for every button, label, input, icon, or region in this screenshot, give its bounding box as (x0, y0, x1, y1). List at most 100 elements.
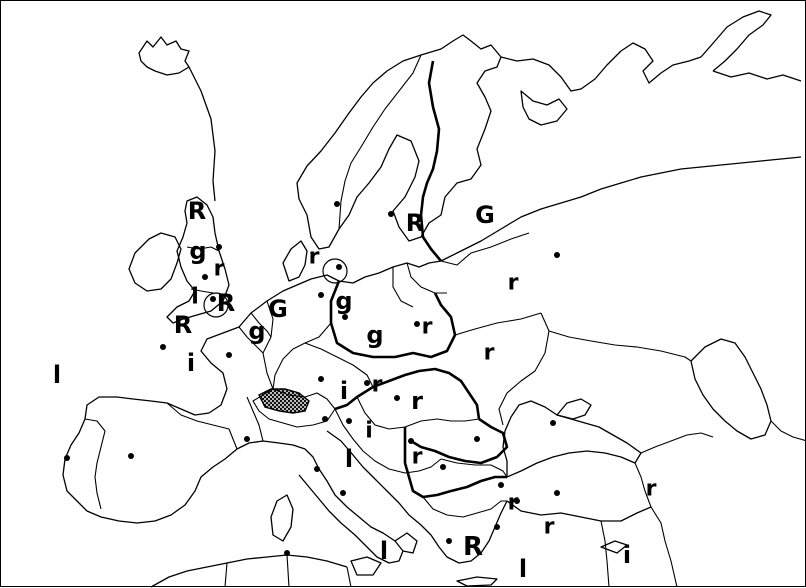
city-dot (408, 438, 414, 444)
label-R-channel: R (174, 311, 192, 339)
border-ukraine-russia (498, 312, 550, 426)
border-poland (329, 280, 457, 359)
coast-denmark (282, 240, 308, 282)
label-r-turkey: r (544, 515, 555, 540)
border-norway-sweden (338, 54, 422, 230)
coast-france-west (166, 326, 240, 416)
label-r-ukraine: r (484, 341, 495, 366)
label-r-slovakia: r (372, 373, 383, 398)
coast-iberia (62, 396, 238, 524)
city-dot (514, 498, 520, 504)
label-i-czech: i (340, 377, 348, 405)
city-dot (318, 292, 324, 298)
border-romania (410, 417, 509, 465)
label-R-london: R (217, 289, 235, 317)
label-r-serbia: r (412, 445, 423, 470)
label-r-denmark: r (309, 245, 320, 270)
label-r-caucasus: r (646, 477, 657, 502)
label-R-greece: R (463, 532, 483, 562)
label-l-wales: l (191, 285, 199, 310)
city-dot (334, 201, 340, 207)
coast-sardinia (270, 494, 294, 542)
city-dot (388, 211, 394, 217)
city-dot (342, 314, 348, 320)
border-middle-east-2 (600, 520, 610, 588)
label-R-finland: R (406, 209, 424, 237)
city-dot (226, 352, 232, 358)
border-alps (252, 388, 336, 428)
coast-adriatic-east (326, 430, 440, 548)
coast-black-sea (502, 400, 642, 478)
label-l-ionian: l (380, 537, 388, 565)
city-dot (550, 420, 556, 426)
city-dot (244, 436, 250, 442)
coast-cyprus (600, 540, 628, 554)
city-dot (314, 466, 320, 472)
coast-north-africa (150, 554, 348, 588)
coast-iceland (138, 36, 190, 76)
label-l-atlantic: l (53, 361, 61, 389)
label-r-hungary: r (411, 387, 423, 415)
city-dot (446, 538, 452, 544)
border-baltics-2 (392, 267, 414, 308)
coast-caspian (690, 338, 772, 440)
label-r-northeng: r (214, 257, 225, 282)
coast-italy-south (394, 532, 418, 554)
border-middle-east (650, 506, 678, 588)
coast-arctic-east (712, 70, 802, 82)
label-i-france: i (187, 349, 195, 377)
label-i-middle-east: i (623, 541, 631, 569)
coast-white-sea (520, 90, 568, 126)
label-g-germany-north: g (335, 287, 352, 315)
city-dot (554, 490, 560, 496)
coast-great-britain (166, 196, 230, 324)
city-dot (498, 482, 504, 488)
city-dot (216, 244, 222, 250)
city-dot (64, 455, 70, 461)
coast-continent-north (238, 156, 802, 328)
label-l-bosnia: l (345, 445, 353, 473)
coast-crete (456, 576, 498, 587)
border-greece-north (422, 496, 507, 518)
switzerland-hatched-area (258, 388, 310, 414)
coastlines (62, 10, 802, 588)
borders (84, 54, 806, 588)
city-dot (318, 376, 324, 382)
city-dot (336, 264, 342, 270)
label-i-croatia: i (365, 419, 373, 444)
city-dot (440, 464, 446, 470)
border-russia-west (440, 232, 530, 266)
label-r-belarus: r (422, 315, 433, 340)
city-dot (210, 296, 216, 302)
border-wales (190, 288, 214, 294)
city-dot (554, 252, 560, 258)
city-dot (346, 418, 352, 424)
border-france-italy (246, 396, 264, 442)
city-dot (128, 453, 134, 459)
city-dot (414, 321, 420, 327)
circle-marker-denmark (322, 258, 348, 284)
city-dot (160, 344, 166, 350)
border-belarus-ukraine (454, 312, 542, 336)
label-r-russia: r (508, 271, 519, 296)
border-austria-hungary (334, 367, 481, 420)
border-russia-east (548, 330, 692, 362)
city-dots (64, 201, 560, 556)
coast-crimea (556, 398, 592, 420)
coast-ireland (128, 232, 182, 292)
city-dot (364, 380, 370, 386)
border-bulgaria (440, 458, 508, 478)
coast-med-north (236, 440, 404, 564)
border-czech (304, 342, 374, 388)
label-g-scotland: g (189, 237, 206, 265)
border-spain-portugal (84, 418, 106, 510)
label-g-belgium: g (248, 317, 265, 345)
coast-sicily (350, 556, 382, 576)
border-africa-1 (224, 562, 228, 588)
region-labels: R g r l R G R g i l R G r r g g r r i r … (53, 197, 657, 583)
label-r-bulgaria: r (508, 491, 519, 516)
border-turkey-east (634, 462, 652, 508)
border-france-spain (166, 402, 238, 450)
